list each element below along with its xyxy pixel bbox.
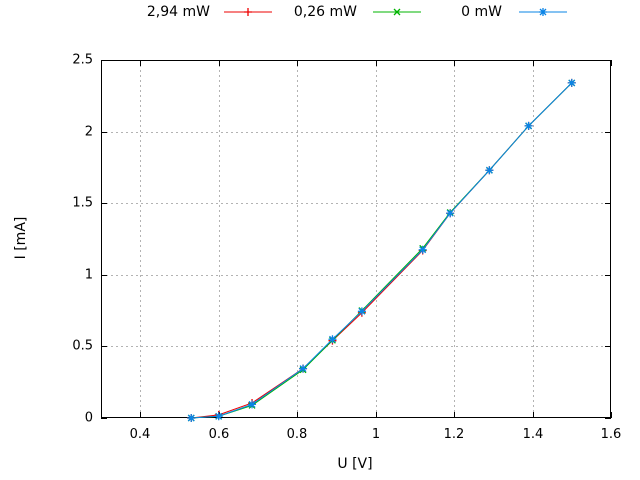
y-tick-label: 2 [84, 124, 93, 140]
x-tick-label: 0.6 [208, 427, 230, 442]
y-tick-label: 0.5 [72, 338, 93, 354]
y-tick-label: 2.5 [72, 52, 93, 68]
legend-sample-line-icon-294mw [224, 8, 272, 16]
legend-sample-line-icon-026mw [373, 8, 421, 16]
x-tick-label: 0.8 [286, 427, 308, 442]
legend-label-0mw: 0 mW [461, 4, 502, 20]
y-tick-label: 1.5 [72, 195, 93, 211]
x-tick-label: 0.4 [129, 427, 151, 442]
legend-sample-line-icon-0mw [519, 8, 567, 16]
x-tick-label: 1.6 [600, 427, 622, 442]
y-tick-label: 0 [84, 410, 93, 426]
legend-label-294mw: 2,94 mW [146, 4, 210, 20]
legend-label-026mw: 0,26 mW [293, 4, 357, 20]
y-tick-label: 1 [84, 267, 93, 283]
x-axis-label: U [V] [337, 456, 373, 472]
x-tick-label: 1 [371, 427, 381, 442]
x-tick-label: 1.2 [443, 427, 465, 442]
x-tick-label: 1.4 [522, 427, 544, 442]
